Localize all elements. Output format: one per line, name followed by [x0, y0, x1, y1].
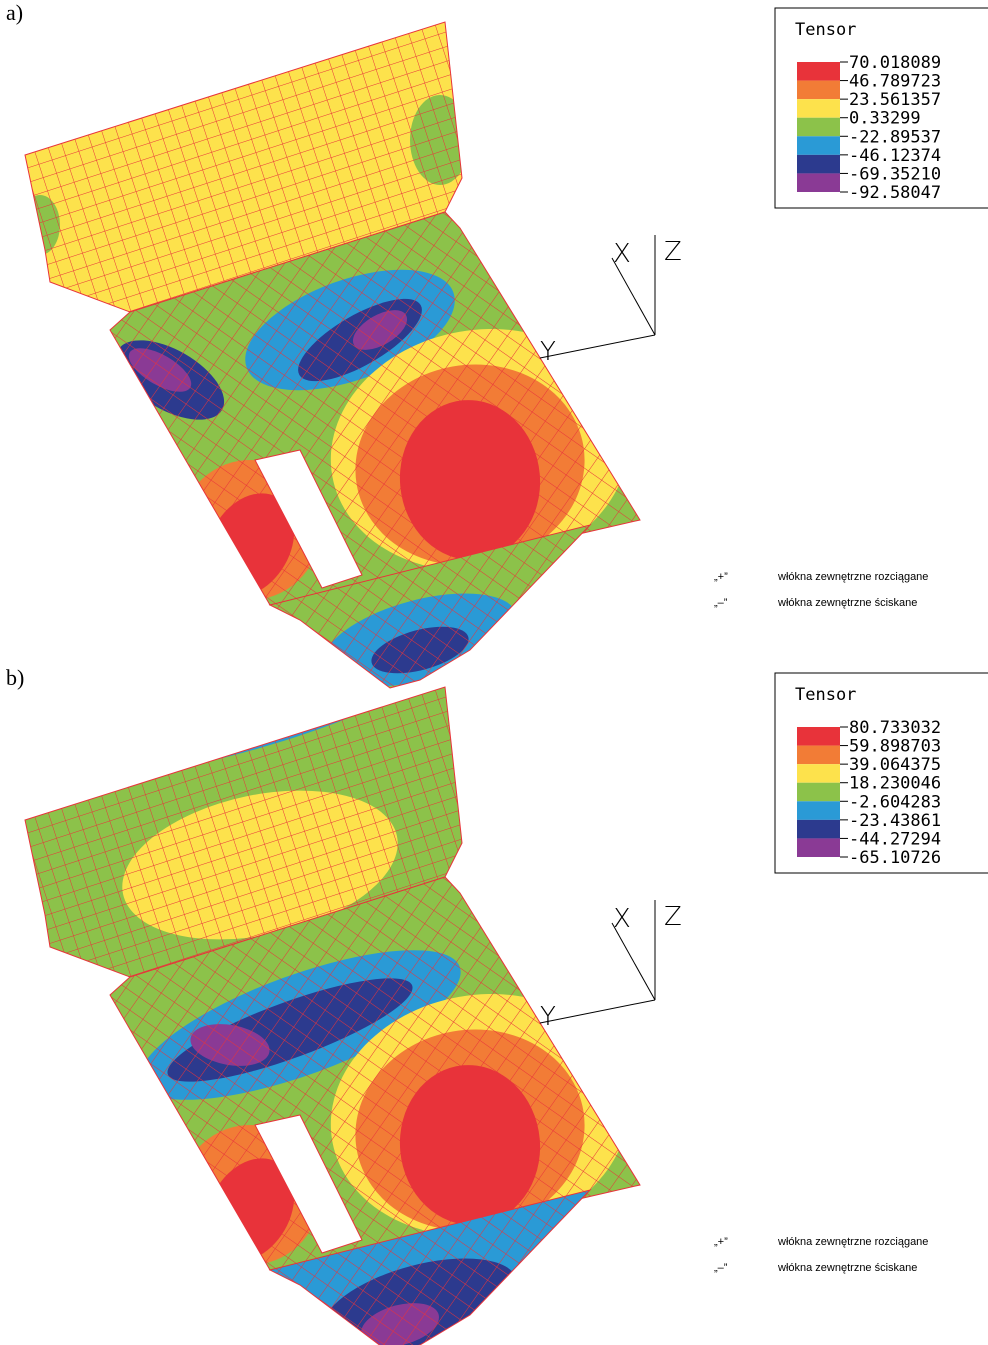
- legend-value: -23.43861: [849, 811, 941, 831]
- axis-label: X: [613, 904, 631, 934]
- note-sign: „+”: [714, 1236, 728, 1248]
- legend-swatch: [797, 727, 840, 746]
- axis-line: [612, 258, 655, 335]
- legend-value: -2.604283: [849, 792, 941, 812]
- axis-label: Y: [540, 337, 556, 367]
- figure: a) X Z Y Tensor 70.01808946.78972323.5613570.…: [0, 0, 988, 1345]
- panel: a) X Z Y Tensor 70.01808946.78972323.5613570.…: [6, 0, 988, 705]
- legend-value: 18.230046: [849, 774, 941, 794]
- legend-swatch: [797, 801, 840, 820]
- legend-value: 0.33299: [849, 109, 921, 129]
- note-sign: „+”: [714, 571, 728, 583]
- legend-value: 39.064375: [849, 755, 941, 775]
- legend-value: 23.561357: [849, 90, 941, 110]
- axis-label: Y: [540, 1002, 556, 1032]
- axis-line: [540, 1000, 655, 1023]
- legend-swatch: [797, 62, 840, 81]
- note-sign: „–”: [714, 1262, 728, 1274]
- note-text: włókna zewnętrzne ściskane: [777, 597, 917, 609]
- axis-label: X: [613, 239, 631, 269]
- legend-title: Tensor: [795, 685, 856, 705]
- legend-swatch: [797, 118, 840, 137]
- legend-value: -46.12374: [849, 146, 941, 166]
- note-text: włókna zewnętrzne rozciągane: [777, 571, 928, 583]
- legend-swatch: [797, 764, 840, 783]
- axis-label: Z: [664, 902, 682, 932]
- legend-swatch: [797, 155, 840, 174]
- legend-swatch: [797, 99, 840, 118]
- panel: b) X Z Y Tensor 80.73303259.89870339.06437518…: [6, 634, 988, 1345]
- legend-swatch: [797, 820, 840, 839]
- panel-label: b): [6, 665, 24, 690]
- panel-label: a): [6, 0, 23, 25]
- legend-value: 46.789723: [849, 72, 941, 92]
- legend-value: -44.27294: [849, 829, 941, 849]
- legend-title: Tensor: [795, 20, 856, 40]
- legend-swatch: [797, 81, 840, 100]
- legend-swatch: [797, 136, 840, 155]
- axis-line: [540, 335, 655, 358]
- legend-swatch: [797, 746, 840, 765]
- axis-label: Z: [664, 237, 682, 267]
- legend-swatch: [797, 838, 840, 857]
- axis-line: [612, 923, 655, 1000]
- note-text: włókna zewnętrzne ściskane: [777, 1262, 917, 1274]
- legend-value: -69.35210: [849, 164, 941, 184]
- legend-value: -92.58047: [849, 183, 941, 203]
- legend-swatch: [797, 173, 840, 192]
- note-sign: „–”: [714, 597, 728, 609]
- note-text: włókna zewnętrzne rozciągane: [777, 1236, 928, 1248]
- legend-value: -22.89537: [849, 127, 941, 147]
- legend-swatch: [797, 783, 840, 802]
- legend-value: 80.733032: [849, 718, 941, 738]
- legend-value: 70.018089: [849, 53, 941, 73]
- legend-value: -65.10726: [849, 848, 941, 868]
- legend-value: 59.898703: [849, 737, 941, 757]
